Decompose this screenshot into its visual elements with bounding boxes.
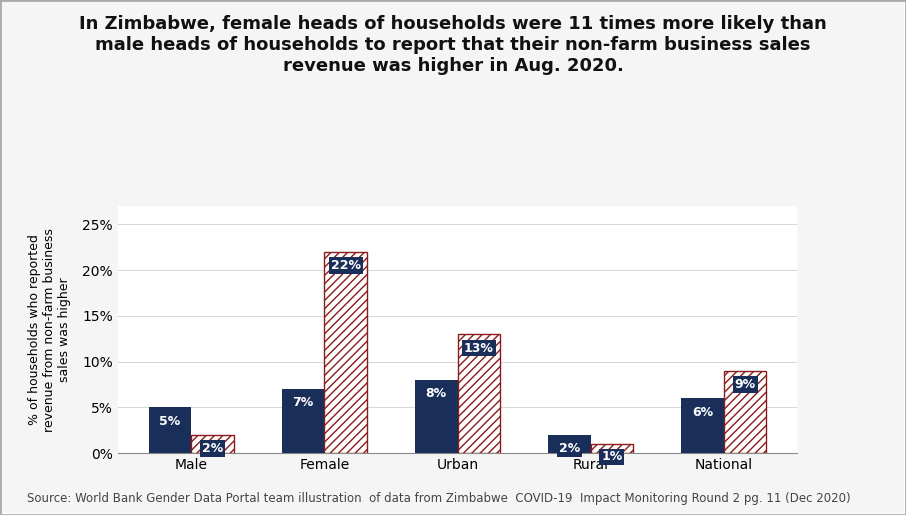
Bar [724, 371, 766, 453]
Text: 22%: 22% [331, 259, 361, 272]
Text: Source: World Bank Gender Data Portal team illustration  of data from Zimbabwe  : Source: World Bank Gender Data Portal te… [27, 492, 851, 505]
Bar [324, 252, 367, 453]
Bar [548, 435, 591, 453]
Text: 2%: 2% [202, 442, 223, 455]
Bar [191, 435, 234, 453]
Bar [282, 389, 324, 453]
Text: 5%: 5% [159, 415, 180, 428]
Bar [591, 444, 633, 453]
Text: 1%: 1% [602, 451, 622, 464]
Text: 9%: 9% [735, 378, 756, 391]
Text: 13%: 13% [464, 341, 494, 354]
Text: 6%: 6% [692, 406, 713, 419]
Bar [458, 334, 500, 453]
Bar [415, 380, 458, 453]
Text: 8%: 8% [426, 387, 447, 400]
Bar [681, 398, 724, 453]
Bar [149, 407, 191, 453]
Text: In Zimbabwe, female heads of households were 11 times more likely than
male head: In Zimbabwe, female heads of households … [79, 15, 827, 75]
Y-axis label: % of households who reported
revenue from non-farm business
sales was higher: % of households who reported revenue fro… [28, 228, 71, 432]
Text: 2%: 2% [559, 442, 580, 455]
Text: 7%: 7% [293, 397, 313, 409]
